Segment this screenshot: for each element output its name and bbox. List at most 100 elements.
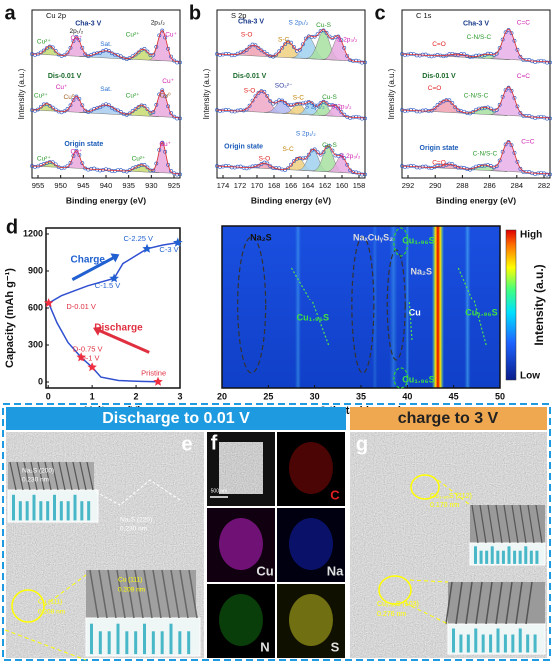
annotation: D-0.01 V bbox=[66, 302, 96, 311]
line bbox=[134, 569, 144, 619]
marker bbox=[87, 362, 97, 372]
x-tick-label: 290 bbox=[429, 181, 442, 190]
annotation: Na₂S (220) bbox=[120, 517, 152, 524]
data-point bbox=[345, 53, 350, 58]
x-tick-label: 160 bbox=[336, 181, 349, 190]
x-tick-label: 284 bbox=[511, 181, 524, 190]
data-point bbox=[321, 150, 326, 155]
annotation: Na₂S (200) bbox=[22, 468, 54, 475]
phase-circle bbox=[351, 236, 375, 374]
y-axis-label: Intensity (a.u.) bbox=[202, 68, 211, 119]
data-point bbox=[65, 164, 70, 169]
data-point bbox=[169, 111, 174, 115]
data-point bbox=[327, 34, 332, 39]
line bbox=[535, 504, 543, 544]
data-point bbox=[74, 94, 79, 99]
y-axis-label: Intensity (a.u.) bbox=[387, 68, 396, 119]
header-band bbox=[6, 407, 346, 430]
line bbox=[44, 461, 52, 491]
data-point bbox=[247, 103, 252, 108]
colorbar-title: Intensity (a.u.) bbox=[532, 264, 546, 345]
panel-label: a bbox=[4, 2, 16, 24]
envelope bbox=[31, 141, 181, 175]
arrowhead bbox=[110, 253, 120, 263]
border bbox=[2, 403, 551, 661]
peak-label: S 2p₃/₂ bbox=[331, 103, 352, 110]
data-point bbox=[339, 109, 344, 114]
state-label: Cha-3 V bbox=[238, 19, 264, 26]
state-label: Dis-0.01 V bbox=[233, 73, 267, 80]
fft-peak bbox=[98, 631, 102, 655]
line bbox=[9, 461, 17, 491]
data-point bbox=[172, 58, 176, 63]
x-axis-label: Binding energy (eV) bbox=[251, 195, 331, 205]
x-tick-label: 170 bbox=[251, 181, 264, 190]
data-point bbox=[315, 103, 320, 108]
annotation: Cu₁.₉₆S bbox=[297, 312, 329, 322]
marker bbox=[109, 273, 119, 283]
peak-label: Cu⁺ bbox=[56, 84, 68, 91]
marker bbox=[76, 352, 86, 362]
panel-label: f bbox=[211, 432, 218, 454]
fft-peak bbox=[143, 623, 146, 655]
fft-peak bbox=[474, 628, 478, 653]
data-point bbox=[518, 111, 523, 115]
element-label: S 2p bbox=[231, 11, 246, 20]
line bbox=[495, 581, 503, 625]
annotation: D-0.75 V bbox=[73, 344, 103, 353]
x-tick-label: 172 bbox=[234, 181, 247, 190]
data-point bbox=[160, 88, 165, 93]
fft-peak bbox=[151, 631, 155, 655]
state-label: Origin state bbox=[420, 145, 459, 152]
line bbox=[152, 569, 162, 619]
peak-label: Sat. bbox=[100, 41, 112, 48]
annotation: Na₂S bbox=[250, 232, 272, 242]
header-band bbox=[350, 407, 547, 430]
fft-peak bbox=[169, 623, 173, 655]
data-point bbox=[515, 104, 520, 109]
annotation: Cu bbox=[409, 307, 421, 317]
fft-peak bbox=[507, 546, 511, 564]
x-tick-label: 1 bbox=[90, 391, 95, 401]
line bbox=[161, 569, 171, 619]
data-point bbox=[309, 101, 314, 106]
data-point bbox=[297, 47, 302, 52]
line bbox=[445, 581, 453, 625]
x-tick-label: 2 bbox=[134, 391, 139, 401]
fft-peak bbox=[501, 550, 505, 564]
data-point bbox=[133, 52, 138, 57]
peak-label: Cu⁰ bbox=[160, 91, 171, 99]
data-point bbox=[468, 111, 472, 116]
annotation: 0.209 nm bbox=[118, 587, 145, 594]
data-point bbox=[68, 161, 73, 165]
diffraction-band bbox=[405, 226, 410, 388]
data-point bbox=[548, 116, 552, 121]
data-point bbox=[53, 48, 58, 53]
fft-peak bbox=[459, 634, 463, 653]
panel-label: d bbox=[6, 216, 18, 238]
data-point bbox=[80, 161, 85, 166]
data-point bbox=[318, 101, 323, 106]
data-point bbox=[462, 52, 467, 57]
envelope bbox=[216, 29, 366, 63]
line bbox=[479, 504, 487, 544]
map-label: C bbox=[330, 487, 340, 502]
data-point bbox=[289, 40, 293, 45]
data-point bbox=[259, 48, 264, 53]
x-tick-label: 50 bbox=[495, 391, 505, 401]
data-point bbox=[47, 103, 52, 108]
fft-peak bbox=[490, 546, 494, 564]
x-tick-label: 935 bbox=[122, 181, 135, 190]
data-point bbox=[38, 104, 43, 109]
data-point bbox=[303, 36, 308, 41]
fft-peak bbox=[535, 550, 539, 564]
fft-peak bbox=[529, 550, 533, 564]
annotation: 0.208 nm bbox=[38, 609, 65, 616]
fft-peak bbox=[485, 550, 489, 564]
line bbox=[143, 569, 153, 619]
data-point bbox=[518, 166, 523, 171]
line bbox=[465, 581, 473, 625]
diffraction-band bbox=[294, 226, 301, 388]
data-point bbox=[83, 52, 88, 57]
